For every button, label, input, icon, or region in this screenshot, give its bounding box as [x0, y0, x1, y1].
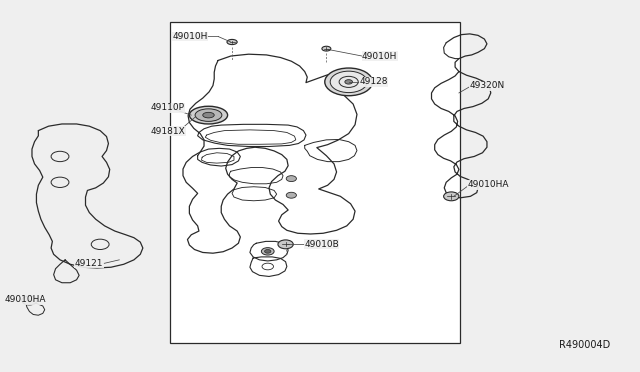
- Text: 49010H: 49010H: [172, 32, 207, 41]
- Text: 49128: 49128: [360, 77, 388, 86]
- Circle shape: [22, 296, 37, 305]
- Circle shape: [261, 248, 274, 255]
- Text: 49110P: 49110P: [150, 103, 184, 112]
- Ellipse shape: [189, 106, 228, 124]
- Text: 49320N: 49320N: [469, 81, 504, 90]
- Ellipse shape: [324, 68, 372, 96]
- Text: 49010B: 49010B: [304, 240, 339, 249]
- Ellipse shape: [330, 71, 367, 93]
- Text: 49010HA: 49010HA: [4, 295, 46, 304]
- Text: 49181X: 49181X: [150, 127, 185, 136]
- Text: R490004D: R490004D: [559, 340, 610, 350]
- Text: 49010HA: 49010HA: [468, 180, 509, 189]
- Ellipse shape: [227, 39, 237, 45]
- Circle shape: [444, 192, 459, 201]
- Circle shape: [286, 192, 296, 198]
- Ellipse shape: [322, 46, 331, 51]
- Text: 49121: 49121: [75, 259, 103, 268]
- Bar: [170, 22, 460, 343]
- Circle shape: [278, 240, 293, 249]
- Ellipse shape: [203, 112, 214, 118]
- Ellipse shape: [195, 109, 222, 121]
- Circle shape: [264, 250, 271, 253]
- Ellipse shape: [345, 80, 353, 84]
- Circle shape: [286, 176, 296, 182]
- Text: 49010H: 49010H: [362, 52, 397, 61]
